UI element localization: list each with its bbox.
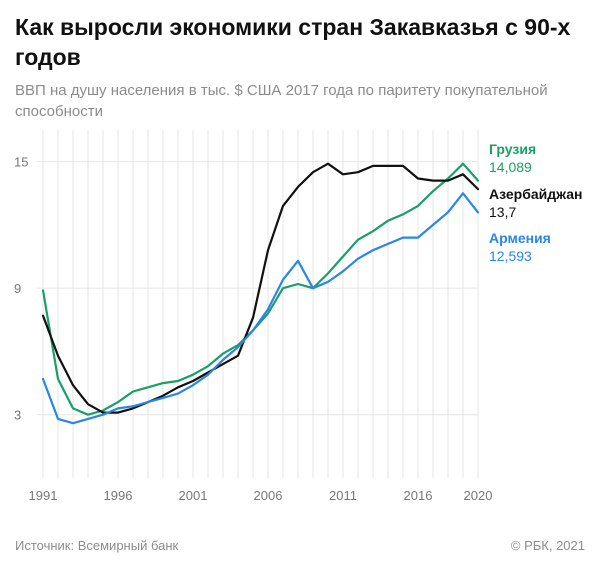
x-tick-label: 1996 — [104, 488, 133, 503]
series-value-label: 13,7 — [489, 204, 516, 220]
grid — [37, 130, 479, 478]
series-value-label: 12,593 — [489, 248, 532, 264]
x-tick-label: 2001 — [179, 488, 208, 503]
series-name-label: Грузия — [489, 141, 536, 157]
series-line-0 — [41, 162, 480, 416]
series-line-2 — [41, 192, 480, 425]
series-line-1 — [41, 162, 480, 414]
x-tick-label: 2016 — [404, 488, 433, 503]
x-tick-label: 2011 — [329, 488, 357, 503]
chart-subtitle: ВВП на душу населения в тыс. $ США 2017 … — [15, 82, 548, 120]
x-tick-label: 2020 — [464, 488, 493, 503]
series-lines — [41, 162, 480, 425]
source-note: Источник: Всемирный банк — [15, 538, 179, 553]
series-value-label: 14,089 — [489, 159, 532, 175]
series-name-label: Армения — [489, 230, 551, 246]
y-tick-label: 15 — [14, 155, 28, 170]
y-tick-label: 3 — [14, 408, 21, 423]
y-tick-label: 9 — [14, 281, 21, 296]
copyright-note: © РБК, 2021 — [510, 538, 585, 553]
x-tick-label: 1991 — [29, 488, 58, 503]
series-name-label: Азербайджан — [489, 186, 583, 202]
series-labels: Грузия 14,089 Азербайджан 13,7 Армения 12,593 — [489, 141, 583, 264]
x-tick-label: 2006 — [254, 488, 283, 503]
chart-title: Как выросли экономики стран Закавказья с… — [15, 14, 571, 70]
axes: 3 9 15 1991 1996 2001 2006 2011 2016 2020 — [14, 155, 492, 503]
